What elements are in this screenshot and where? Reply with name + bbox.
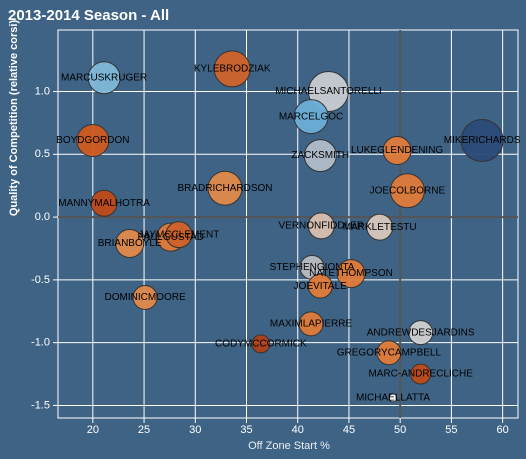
bubble (382, 136, 412, 166)
player-label: MAXIMLAPIERRE (270, 318, 353, 329)
player-label: KYLEBRODZIAK (194, 64, 271, 75)
player-label: DOMINICMOORE (105, 292, 186, 303)
player-label: MICHAELLATTA (356, 393, 430, 404)
player-label: MARC-ANDRECLICHE (368, 369, 473, 380)
y-axis-label: Quality of Competition (relative corsi) (8, 20, 20, 217)
y-tick-label: 1.0 (35, 85, 50, 97)
player-label: STEPHENGIONTA (270, 262, 355, 273)
x-tick-label: 20 (87, 424, 99, 436)
bubble (460, 118, 504, 162)
x-tick-label: 60 (497, 424, 509, 436)
player-label: MARCELGOC (279, 111, 343, 122)
bubble (115, 228, 145, 258)
x-tick-label: 25 (138, 424, 150, 436)
player-label: NATETHOMPSON (309, 268, 393, 279)
y-tick-label: -1.5 (31, 399, 50, 411)
x-tick-label: 40 (292, 424, 304, 436)
player-label: JAYMCCLEMENT (138, 229, 219, 240)
player-label: VERNONFIDDLER (279, 221, 365, 232)
y-tick-label: 0.5 (35, 148, 50, 160)
bubble (213, 50, 251, 88)
player-label: LUKEGLENDENING (351, 145, 443, 156)
x-tick-label: 50 (394, 424, 406, 436)
bubble (408, 320, 434, 346)
bubble (293, 99, 329, 135)
bubble (336, 259, 366, 289)
chart-title: 2013-2014 Season - All (8, 7, 169, 24)
bubble (410, 363, 432, 385)
bubble (389, 173, 425, 209)
x-tick-label: 30 (189, 424, 201, 436)
player-label: MARKLETESTU (343, 222, 417, 233)
bubble (90, 189, 118, 217)
player-label: PAULGUSTAD (138, 232, 204, 243)
player-label: MIKERICHARDS (444, 135, 521, 146)
player-label: CODYMCCORMICK (215, 339, 307, 350)
x-tick-label: 55 (445, 424, 457, 436)
player-label: MANNYMALHOTRA (58, 198, 150, 209)
bubble (76, 123, 110, 157)
player-label: JOEVITALE (294, 281, 347, 292)
x-tick-label: 35 (240, 424, 252, 436)
player-label: BRIANBOYLE (98, 238, 162, 249)
bubble (388, 393, 398, 403)
y-tick-label: -1.0 (31, 337, 50, 349)
bubble (303, 139, 337, 173)
bubble (307, 212, 335, 240)
plot-frame (57, 29, 519, 419)
bubble (307, 273, 333, 299)
player-label: JOECOLBORNE (370, 185, 446, 196)
bubble (376, 340, 402, 366)
player-label: ZACKSMITH (291, 150, 349, 161)
bubble (366, 213, 394, 241)
player-label: MARCUSKRUGER (61, 72, 147, 83)
x-tick-label: 45 (343, 424, 355, 436)
bubble (132, 284, 158, 310)
x-axis-label: Off Zone Start % (248, 440, 330, 452)
player-label: ANDREWDESJARDINS (367, 327, 475, 338)
y-tick-label: -0.5 (31, 274, 50, 286)
player-label: MICHAELSANTORELLI (275, 86, 382, 97)
player-label: GREGORYCAMPBELL (337, 347, 442, 358)
bubble (251, 334, 271, 354)
bubble (87, 61, 121, 95)
bubble (207, 170, 243, 206)
bubble (298, 311, 324, 337)
bubble (165, 221, 193, 249)
y-tick-label: 0.0 (35, 211, 50, 223)
player-label: BRADRICHARDSON (177, 183, 272, 194)
player-label: BOYDGORDON (56, 135, 129, 146)
